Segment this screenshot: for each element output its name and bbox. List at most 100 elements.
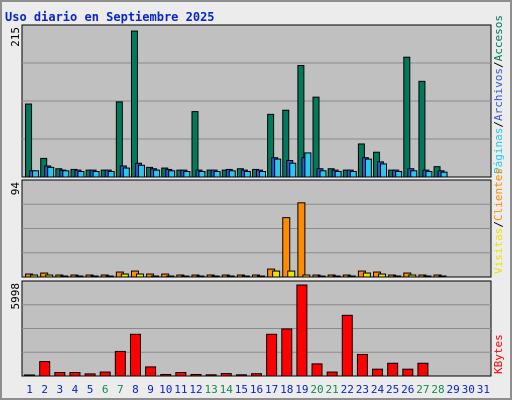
kbytes-bar-kbytes-day-undefined [341, 314, 353, 377]
kbytes-bar-kbytes-day-undefined [160, 373, 172, 377]
hits-bar-accesos-day-8 [130, 30, 138, 178]
visits-ymax-label: 94 [9, 182, 22, 196]
kbytes-bar-kbytes-day-undefined [205, 374, 217, 377]
kbytes-bar-kbytes-day-undefined [145, 366, 157, 377]
kbytes-bar-kbytes-day-undefined [387, 362, 399, 377]
kbytes-bar-kbytes-day-undefined [372, 368, 384, 377]
hits-bar-accesos-day-27 [418, 80, 426, 178]
visits-bar-visitas-day-undefined [317, 275, 326, 278]
hits-legend-item: Accesos [492, 15, 505, 61]
x-tick-label: 28 [431, 383, 444, 396]
visits-bar-visitas-day-undefined [45, 274, 54, 278]
visits-bar-visitas-day-undefined [105, 275, 114, 278]
kbytes-bar-kbytes-day-undefined [175, 372, 187, 377]
visits-bar-clientes-day-undefined [297, 202, 306, 278]
visits-bar-visitas-day-undefined [272, 270, 281, 278]
hits-legend: Páginas/Archivos/Accesos [492, 15, 505, 174]
hits-bar-archivos-day-13 [213, 170, 221, 178]
hits-bar-archivos-day-14 [228, 170, 236, 178]
visits-bar-visitas-day-undefined [287, 270, 296, 278]
kbytes-bar-kbytes-day-undefined [296, 284, 308, 377]
x-tick-label: 13 [204, 383, 217, 396]
kbytes-bar-kbytes-day-undefined [190, 373, 202, 377]
hits-bar-archivos-day-18 [289, 162, 297, 178]
visits-legend-item: Clientes [492, 168, 505, 221]
x-tick-label: 27 [416, 383, 429, 396]
kbytes-legend-item: KBytes [492, 334, 505, 374]
x-tick-label: 19 [295, 383, 308, 396]
visits-bar-visitas-day-undefined [166, 275, 175, 278]
visits-bar-visitas-day-undefined [302, 274, 311, 278]
x-tick-label: 8 [132, 383, 139, 396]
hits-bar-archivos-day-10 [168, 170, 176, 178]
kbytes-bar-kbytes-day-undefined [402, 368, 414, 377]
visits-legend-item: / [492, 221, 505, 228]
kbytes-bar-kbytes-day-undefined [99, 371, 111, 377]
kbytes-bar-kbytes-day-undefined [24, 374, 36, 377]
hits-bar-archivos-day-8 [137, 164, 145, 178]
x-tick-label: 11 [174, 383, 187, 396]
kbytes-bar-kbytes-day-undefined [326, 371, 338, 377]
hits-bar-accesos-day-7 [115, 101, 123, 178]
hits-bar-archivos-day-3 [62, 170, 70, 178]
visits-bar-visitas-day-undefined [362, 272, 371, 278]
x-tick-label: 16 [250, 383, 263, 396]
hits-legend-item: Páginas [492, 128, 505, 174]
hits-bar-archivos-day-17 [274, 158, 282, 178]
hits-bar-accesos-day-12 [191, 111, 199, 178]
hits-bar-archivos-day-21 [334, 170, 342, 178]
hits-bar-archivos-day-23 [364, 158, 372, 178]
visits-bar-visitas-day-undefined [196, 275, 205, 278]
x-tick-label: 26 [401, 383, 414, 396]
x-tick-label: 20 [310, 383, 323, 396]
hits-bar-accesos-day-1 [25, 103, 33, 178]
visits-bar-visitas-day-undefined [75, 275, 84, 278]
x-tick-label: 29 [447, 383, 460, 396]
x-tick-label: 5 [87, 383, 94, 396]
visits-bar-visitas-day-undefined [60, 275, 69, 278]
hits-ymax-label: 215 [9, 27, 22, 47]
visits-bar-visitas-day-undefined [332, 275, 341, 278]
x-tick-label: 24 [371, 383, 385, 396]
hits-bar-archivos-day-15 [243, 170, 251, 178]
kbytes-legend: KBytes [492, 334, 505, 374]
visits-bar-visitas-day-undefined [423, 275, 432, 278]
hits-bar-archivos-day-25 [395, 170, 403, 178]
visits-legend-item: Visitas [492, 228, 505, 274]
visits-bar-visitas-day-undefined [135, 273, 144, 278]
hits-bar-archivos-day-4 [77, 170, 85, 178]
chart-title: Uso diario en Septiembre 2025 [5, 10, 215, 24]
x-tick-label: 7 [117, 383, 124, 396]
x-tick-label: 15 [235, 383, 248, 396]
hits-bar-accesos-day-18 [282, 109, 290, 178]
hits-bar-accesos-day-19 [297, 64, 305, 178]
kbytes-bar-kbytes-day-undefined [311, 363, 323, 377]
hits-legend-item: / [492, 121, 505, 128]
kbytes-bar-kbytes-day-undefined [114, 350, 126, 377]
x-tick-label: 31 [477, 383, 490, 396]
visits-bar-visitas-day-undefined [241, 275, 250, 278]
hits-legend-item: Archivos [492, 68, 505, 121]
x-tick-label: 6 [102, 383, 109, 396]
hits-bar-archivos-day-16 [259, 170, 266, 178]
hits-bar-archivos-day-20 [319, 170, 327, 178]
visits-bar-visitas-day-undefined [438, 275, 447, 278]
hits-bar-accesos-day-26 [403, 56, 411, 178]
kbytes-bar-kbytes-day-undefined [69, 372, 81, 377]
visits-bar-visitas-day-undefined [90, 275, 99, 278]
hits-bar-archivos-day-26 [410, 170, 418, 178]
hits-bar-archivos-day-19 [304, 152, 312, 178]
hits-legend-item: / [492, 61, 505, 68]
hits-bar-archivos-day-2 [47, 166, 55, 178]
x-tick-label: 2 [41, 383, 48, 396]
visits-legend: Visitas/Clientes [492, 168, 505, 274]
kbytes-ymax-label: 5998 [9, 283, 22, 310]
visits-bar-visitas-day-undefined [378, 273, 387, 278]
hits-bar-archivos-day-12 [198, 170, 206, 178]
hits-bar-accesos-day-20 [312, 96, 320, 178]
hits-bar-archivos-day-27 [425, 170, 433, 178]
kbytes-bar-kbytes-day-undefined [281, 328, 293, 377]
hits-bar-archivos-day-5 [92, 170, 100, 178]
x-tick-label: 10 [159, 383, 172, 396]
kbytes-bar-kbytes-day-undefined [417, 362, 429, 377]
